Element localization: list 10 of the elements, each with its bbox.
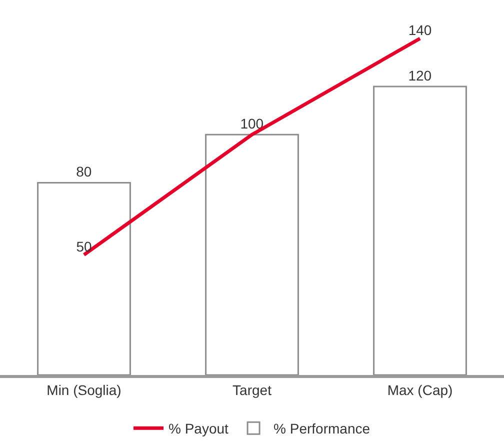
data-label: 100 xyxy=(240,116,264,132)
data-label: 120 xyxy=(408,68,432,84)
data-label: 80 xyxy=(76,164,92,180)
x-tick-label: Min (Soglia) xyxy=(46,382,122,398)
legend-label: % Performance xyxy=(274,420,370,437)
x-tick-label: Max (Cap) xyxy=(387,382,453,398)
data-label: 50 xyxy=(76,238,92,254)
legend-label: % Payout xyxy=(168,420,229,437)
x-tick-label: Target xyxy=(232,382,272,398)
data-label: 140 xyxy=(408,22,432,38)
